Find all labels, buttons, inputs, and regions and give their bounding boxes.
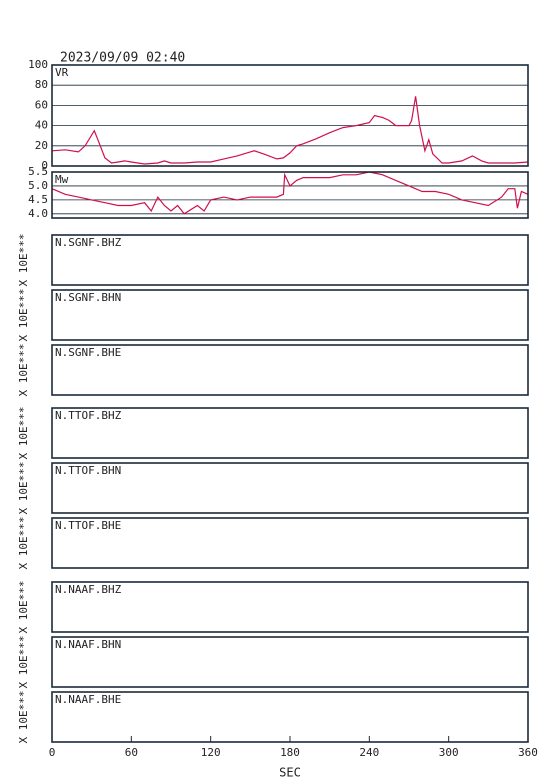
trace-ylabel: X 10E*** [17,691,30,744]
timestamp: 2023/09/09 02:40 [60,51,185,66]
x-tick-label: 120 [201,746,221,759]
y-tick-label: 100 [28,58,48,71]
y-tick-label: 4.5 [28,193,48,206]
trace-ylabel: X 10E*** [17,344,30,397]
trace-label: N.NAAF.BHN [55,638,121,651]
trace-label: N.NAAF.BHZ [55,583,122,596]
y-tick-label: 80 [35,78,48,91]
trace-ylabel: X 10E*** [17,289,30,342]
trace-ylabel: X 10E*** [17,407,30,460]
trace-label: N.NAAF.BHE [55,693,121,706]
y-tick-label: 60 [35,98,48,111]
y-tick-label: 5.0 [28,179,48,192]
x-tick-label: 240 [359,746,379,759]
trace-ylabel: X 10E*** [17,636,30,689]
trace-frame [51,462,529,514]
trace-frame [51,344,529,396]
trace-label: N.SGNF.BHN [55,291,121,304]
trace-ylabel: X 10E*** [17,462,30,515]
data-line [51,171,529,215]
trace-frame [51,517,529,569]
y-tick-label: 5.5 [28,165,48,178]
trace-frame [51,691,529,743]
x-tick-label: 180 [280,746,300,759]
plot-frame [51,64,529,167]
trace-ylabel: X 10E*** [17,581,30,634]
x-tick-label: 300 [439,746,459,759]
trace-frame [51,289,529,341]
trace-label: N.SGNF.BHZ [55,236,122,249]
trace-label: N.TTOF.BHN [55,464,121,477]
y-tick-label: 4.0 [28,207,48,220]
trace-ylabel: X 10E*** [17,517,30,570]
trace-frame [51,581,529,633]
x-tick-label: 0 [49,746,56,759]
x-tick-label: 360 [518,746,538,759]
data-line [51,96,529,165]
x-tick-label: 60 [125,746,138,759]
y-tick-label: 20 [35,139,48,152]
y-tick-label: 40 [35,119,48,132]
plot-frame [51,171,529,219]
trace-label: N.TTOF.BHE [55,519,121,532]
trace-frame [51,407,529,459]
trace-label: N.SGNF.BHE [55,346,121,359]
panel-title: VR [55,66,69,79]
trace-frame [51,234,529,286]
trace-label: N.TTOF.BHZ [55,409,122,422]
x-axis-label: SEC [279,766,301,780]
panel-title: Mw [55,173,69,186]
trace-frame [51,636,529,688]
y-tick-label: 0 [41,159,48,172]
trace-ylabel: X 10E*** [17,234,30,287]
